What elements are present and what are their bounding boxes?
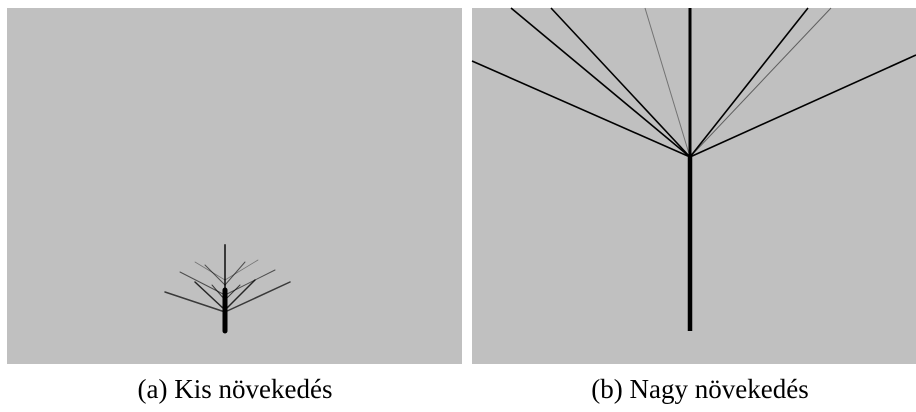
figure-images [0, 0, 916, 412]
caption: (a) Kis növekedés [10, 374, 460, 405]
panel-a [7, 8, 462, 364]
figure: (a) Kis növekedés (b) Nagy növekedés [0, 0, 916, 412]
caption: (b) Nagy növekedés [475, 374, 916, 405]
panel-b [472, 8, 916, 364]
